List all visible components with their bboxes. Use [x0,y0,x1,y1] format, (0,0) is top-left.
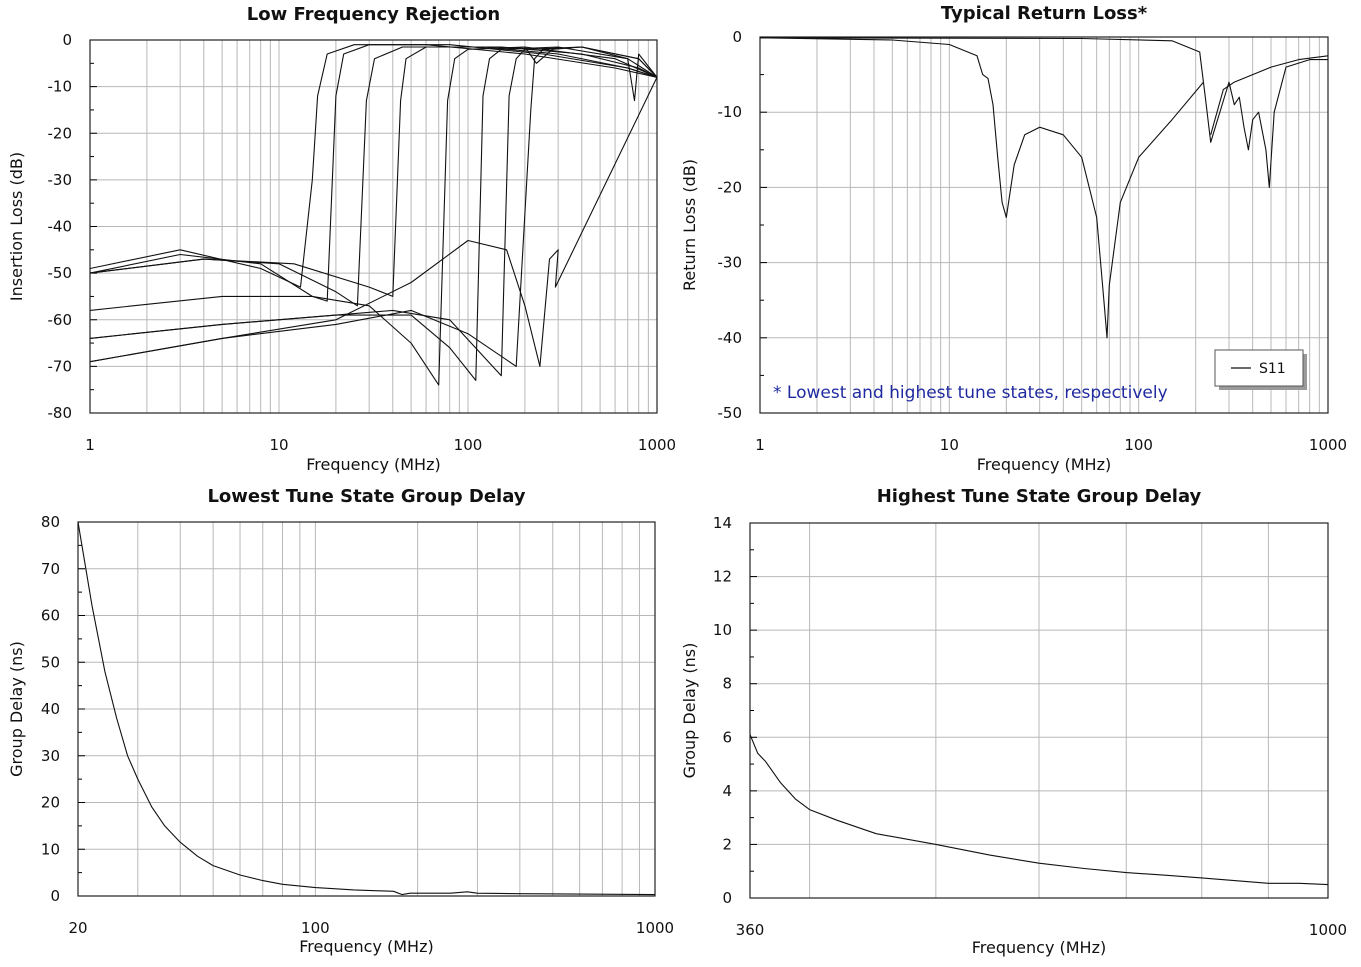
y-tick-label: 80 [41,513,60,531]
y-tick-label: 10 [713,621,732,639]
plot-frame [77,521,656,897]
y-tick-label: -50 [48,264,73,282]
y-tick-label: 6 [722,728,732,746]
x-tick-label: 100 [301,919,330,937]
x-axis-label: Frequency (MHz) [306,455,440,474]
legend-label: S11 [1259,361,1286,377]
y-tick-label: 12 [713,568,732,586]
y-tick-label: -10 [718,103,743,121]
y-tick-label: 0 [732,28,742,46]
y-tick-label: 40 [41,700,60,718]
y-tick-label: 50 [41,653,60,671]
chart-3: 0 10 20 30 40 50 60 70 80 20 100 1000 Lowest Tune St… [7,486,674,956]
y-tick-label: -80 [48,404,73,422]
y-tick-label: 0 [62,31,72,49]
y-tick-label: -30 [48,171,73,189]
x-tick-label: 20 [68,919,87,937]
x-tick-label: 10 [269,436,288,454]
series-line-3 [1210,55,1328,135]
y-tick-label: -10 [48,78,73,96]
y-tick-label: -70 [48,357,73,375]
series-line-1 [750,734,1328,886]
x-tick-label: 1 [85,436,95,454]
y-tick-label: 0 [722,889,732,907]
chart-2: 0 -10 -20 -30 -40 -50 1 10 100 1000 Typical Return… [680,3,1347,474]
y-axis-label: Group Delay (ns) [7,641,26,777]
plot-frame [89,39,658,414]
chart-1: 0 -10 -20 -30 -40 -50 -60 -70 -80 1 10 100 1000 Low F… [7,4,676,474]
x-tick-label: 1000 [638,436,676,454]
chart-title: Highest Tune State Group Delay [877,486,1202,507]
y-tick-label: 10 [41,840,60,858]
series-line-3 [90,46,657,307]
series-line-1 [78,522,655,896]
series-line-4 [90,46,657,297]
y-tick-label: -40 [48,218,73,236]
x-tick-label: 100 [1124,436,1153,454]
series-line-2 [760,37,1328,188]
plot-frame [749,522,1329,899]
y-tick-label: 70 [41,560,60,578]
annotation-text: * Lowest and highest tune states, respec… [773,383,1168,403]
chart-title: Typical Return Loss* [941,3,1148,24]
chart-title: Low Frequency Rejection [247,4,500,25]
y-tick-label: 2 [722,835,732,853]
y-axis-label: Group Delay (ns) [680,643,699,779]
y-tick-label: -60 [48,311,73,329]
legend: S11 [1214,349,1307,390]
y-tick-label: 4 [722,782,732,800]
y-tick-label: 30 [41,747,60,765]
y-tick-label: 20 [41,794,60,812]
y-tick-label: -20 [48,124,73,142]
x-tick-label: 1 [755,436,765,454]
x-tick-label: 1000 [636,919,674,937]
x-tick-label: 1000 [1309,436,1347,454]
x-tick-label: 360 [736,921,765,939]
y-tick-label: -50 [718,404,743,422]
chart-4: 0 2 4 6 8 10 12 14 360 1000 Highest Tune State Gro… [680,486,1347,957]
series-line-1 [90,44,657,288]
chart-title: Lowest Tune State Group Delay [207,486,525,507]
series-line-1 [760,37,1204,339]
x-axis-label: Frequency (MHz) [977,455,1111,474]
y-axis-label: Return Loss (dB) [680,159,699,291]
series-line-10 [501,46,657,102]
y-tick-label: 60 [41,607,60,625]
y-tick-label: -20 [718,178,743,196]
x-tick-label: 10 [940,436,959,454]
y-tick-label: 8 [722,675,732,693]
x-tick-label: 100 [454,436,483,454]
y-axis-label: Insertion Loss (dB) [7,152,26,301]
x-axis-label: Frequency (MHz) [972,938,1106,957]
y-tick-label: 14 [713,514,732,532]
x-tick-label: 1000 [1309,921,1347,939]
y-tick-label: -30 [718,254,743,272]
x-axis-label: Frequency (MHz) [299,937,433,956]
plot-frame [759,36,1329,414]
y-tick-label: 0 [50,887,60,905]
y-tick-label: -40 [718,329,743,347]
series-line-9 [90,77,657,367]
